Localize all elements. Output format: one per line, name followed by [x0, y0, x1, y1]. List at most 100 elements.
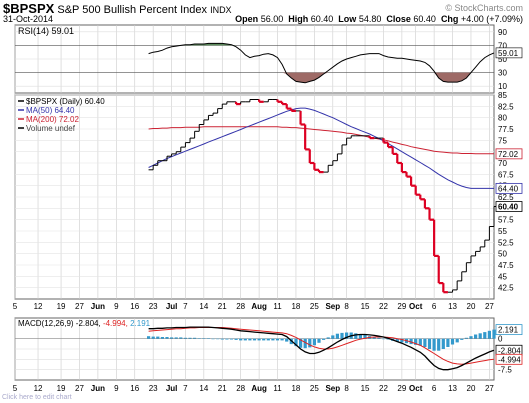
- macd-hist-bar: [377, 337, 381, 339]
- x-tick-label: 5: [13, 302, 18, 311]
- macd-hist-bar: [252, 338, 257, 341]
- x-tick-label: Oct: [409, 302, 423, 311]
- price-tick-label: 85: [498, 91, 507, 100]
- macd-hist-bar: [248, 338, 252, 341]
- macd-hist-bar: [427, 338, 432, 349]
- x-tick-label: 11: [273, 302, 282, 311]
- macd-legend: MACD(12,26,9) -2.804, -4.994, 2.191: [18, 319, 151, 328]
- macd-hist-bar: [197, 338, 201, 339]
- x-tick-label: 15: [361, 384, 370, 393]
- macd-value-label: -4.994: [498, 355, 521, 364]
- macd-hist-bar: [326, 337, 330, 339]
- x-tick-label: 13: [448, 302, 457, 311]
- x-tick-label: 23: [149, 302, 158, 311]
- rsi-tick-label: 30: [498, 69, 507, 78]
- macd-hist-bar: [372, 337, 376, 339]
- macd-value-tag: [495, 353, 523, 365]
- price-tick-label: 67.5: [498, 170, 514, 179]
- x-tick-label: 7: [183, 384, 188, 393]
- macd-tick-label: -7.5: [498, 366, 512, 375]
- x-tick-label: 29: [397, 384, 406, 393]
- macd-hist-bar: [335, 333, 339, 339]
- macd-hist-bar: [280, 338, 284, 341]
- macd-hist-bar: [299, 338, 303, 348]
- macd-hist-bar: [183, 337, 187, 339]
- macd-hist-bar: [312, 338, 316, 346]
- macd-hist-bar: [170, 337, 174, 339]
- x-tick-label: 6: [432, 302, 437, 311]
- x-tick-label: 21: [218, 302, 227, 311]
- x-tick-label: 28: [236, 384, 245, 393]
- macd-hist-bar: [474, 334, 478, 339]
- price-tick-label: 82.5: [498, 102, 514, 111]
- macd-hist-bar: [450, 338, 455, 345]
- ma200-line: [148, 126, 494, 155]
- x-tick-label: 21: [218, 384, 227, 393]
- macd-hist-bar: [188, 337, 192, 339]
- macd-hist-bar: [220, 338, 224, 340]
- x-tick-label: 27: [485, 302, 494, 311]
- macd-tick-label: 0: [498, 335, 503, 344]
- ma50-line: [148, 107, 494, 189]
- rsi-tick-label: 50: [498, 55, 507, 64]
- macd-hist-bar: [285, 338, 289, 342]
- price-tick-label: 57.5: [498, 216, 514, 225]
- macd-hist-bar: [345, 332, 349, 339]
- watermark: © StockCharts.com: [445, 3, 523, 13]
- macd-hist-bar: [478, 333, 482, 339]
- x-tick-label: 25: [310, 384, 319, 393]
- edit-chart-link[interactable]: Click here to edit chart: [2, 394, 72, 401]
- macd-hist-bar: [464, 337, 468, 339]
- x-tick-label: 14: [199, 384, 208, 393]
- x-tick-label: Sep: [325, 302, 340, 311]
- macd-value-label: 2.191: [498, 326, 519, 335]
- x-tick-label: Jul: [166, 302, 178, 311]
- price-value-label: 60.40: [498, 203, 519, 212]
- macd-hist-bar: [216, 338, 220, 340]
- price-tick-label: 52.5: [498, 238, 514, 247]
- chart-header: $BPSPX S&P 500 Bullish Percent Index IND…: [0, 0, 529, 26]
- macd-hist-bar: [492, 329, 496, 339]
- macd-hist-bar: [423, 338, 427, 347]
- rsi-value-tag: [495, 47, 523, 59]
- x-tick-label: Aug: [251, 302, 267, 311]
- x-tick-label: 20: [467, 302, 476, 311]
- price-series: [148, 99, 497, 294]
- macd-hist-bar: [487, 330, 491, 339]
- macd-hist-bar: [229, 338, 234, 340]
- macd-hist-bar: [234, 338, 238, 340]
- macd-hist-bar: [340, 332, 344, 339]
- x-tick-label: 18: [291, 384, 300, 393]
- macd-hist-bar: [469, 336, 473, 339]
- x-tick-label: 6: [432, 384, 437, 393]
- rsi-oversold-fill: [148, 72, 494, 83]
- x-tick-label: 9: [114, 384, 119, 393]
- macd-hist-bar: [363, 334, 367, 339]
- macd-hist-bar: [331, 335, 335, 339]
- x-tick-label: 12: [34, 384, 43, 393]
- macd-hist-bar: [266, 338, 270, 341]
- price-legend-3: Volume undef: [26, 124, 76, 133]
- price-tick-label: 45: [498, 272, 507, 281]
- x-tick-label: 16: [130, 302, 139, 311]
- x-tick-label: 27: [75, 384, 84, 393]
- macd-hist-bar: [308, 338, 312, 348]
- x-tick-label: 15: [361, 302, 370, 311]
- macd-hist-bar: [418, 338, 422, 346]
- macd-hist-bar: [156, 336, 160, 339]
- price-value-tag: [495, 201, 523, 212]
- macd-hist-bar: [257, 338, 261, 341]
- x-tick-label: 20: [467, 384, 476, 393]
- x-tick-label: 7: [183, 302, 188, 311]
- x-tick-label: 22: [379, 302, 388, 311]
- index-name: S&P 500 Bullish Percent Index: [57, 4, 207, 16]
- x-tick-label: 23: [149, 384, 158, 393]
- macd-hist-bar: [202, 338, 206, 339]
- macd-hist-bar: [455, 338, 459, 343]
- x-tick-label: 14: [199, 302, 208, 311]
- x-tick-label: 28: [236, 302, 245, 311]
- rsi-value-label: 59.01: [498, 49, 519, 58]
- macd-value-label: -2.804: [498, 346, 521, 355]
- price-tick-label: 75: [498, 136, 507, 145]
- x-tick-label: Jun: [91, 384, 105, 393]
